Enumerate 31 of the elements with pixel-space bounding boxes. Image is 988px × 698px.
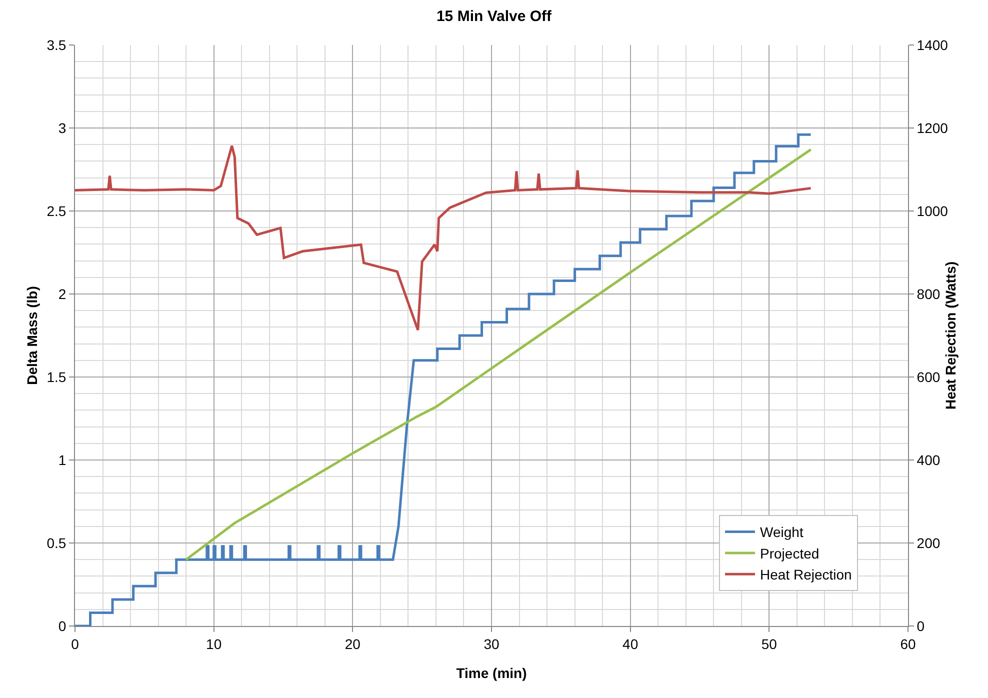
y-tick-label: 1.5: [46, 368, 66, 385]
line-series: [75, 144, 812, 332]
y2-tick-label: 800: [916, 286, 940, 302]
y2-tick-label: 400: [916, 452, 940, 468]
y2-axis-title: Heat Rejection (Watts): [942, 261, 958, 410]
y2-tick-label: 1400: [916, 36, 948, 53]
x-tick-label: 10: [206, 636, 222, 652]
y-axis-title: Delta Mass (lb): [24, 286, 40, 385]
legend-label: Projected: [760, 545, 820, 562]
y-tick-label: 2: [58, 286, 66, 302]
legend-label: Heat Rejection: [760, 566, 852, 583]
x-axis-title: Time (min): [456, 665, 527, 681]
y-tick-label: 0.5: [46, 534, 66, 551]
y2-tick-label: 1200: [916, 120, 948, 136]
y-tick-label: 3.5: [46, 36, 66, 53]
y2-tick-label: 600: [916, 368, 940, 385]
chart-title: 15 Min Valve Off: [436, 8, 553, 25]
y2-tick-label: 1000: [916, 202, 948, 219]
y2-tick-label: 200: [916, 534, 940, 551]
x-tick-label: 40: [622, 636, 638, 652]
x-tick-label: 0: [71, 636, 80, 652]
y-tick-label: 3: [58, 120, 66, 136]
x-tick-label: 20: [344, 636, 361, 652]
x-tick-label: 30: [484, 636, 500, 652]
y-tick-label: 0: [58, 618, 66, 634]
legend-label: Weight: [760, 524, 804, 540]
y-tick-label: 2.5: [46, 202, 66, 219]
y2-tick-label: 0: [916, 618, 925, 634]
x-tick-label: 60: [900, 636, 916, 652]
x-tick-label: 50: [761, 636, 778, 652]
y-tick-label: 1: [58, 452, 66, 468]
